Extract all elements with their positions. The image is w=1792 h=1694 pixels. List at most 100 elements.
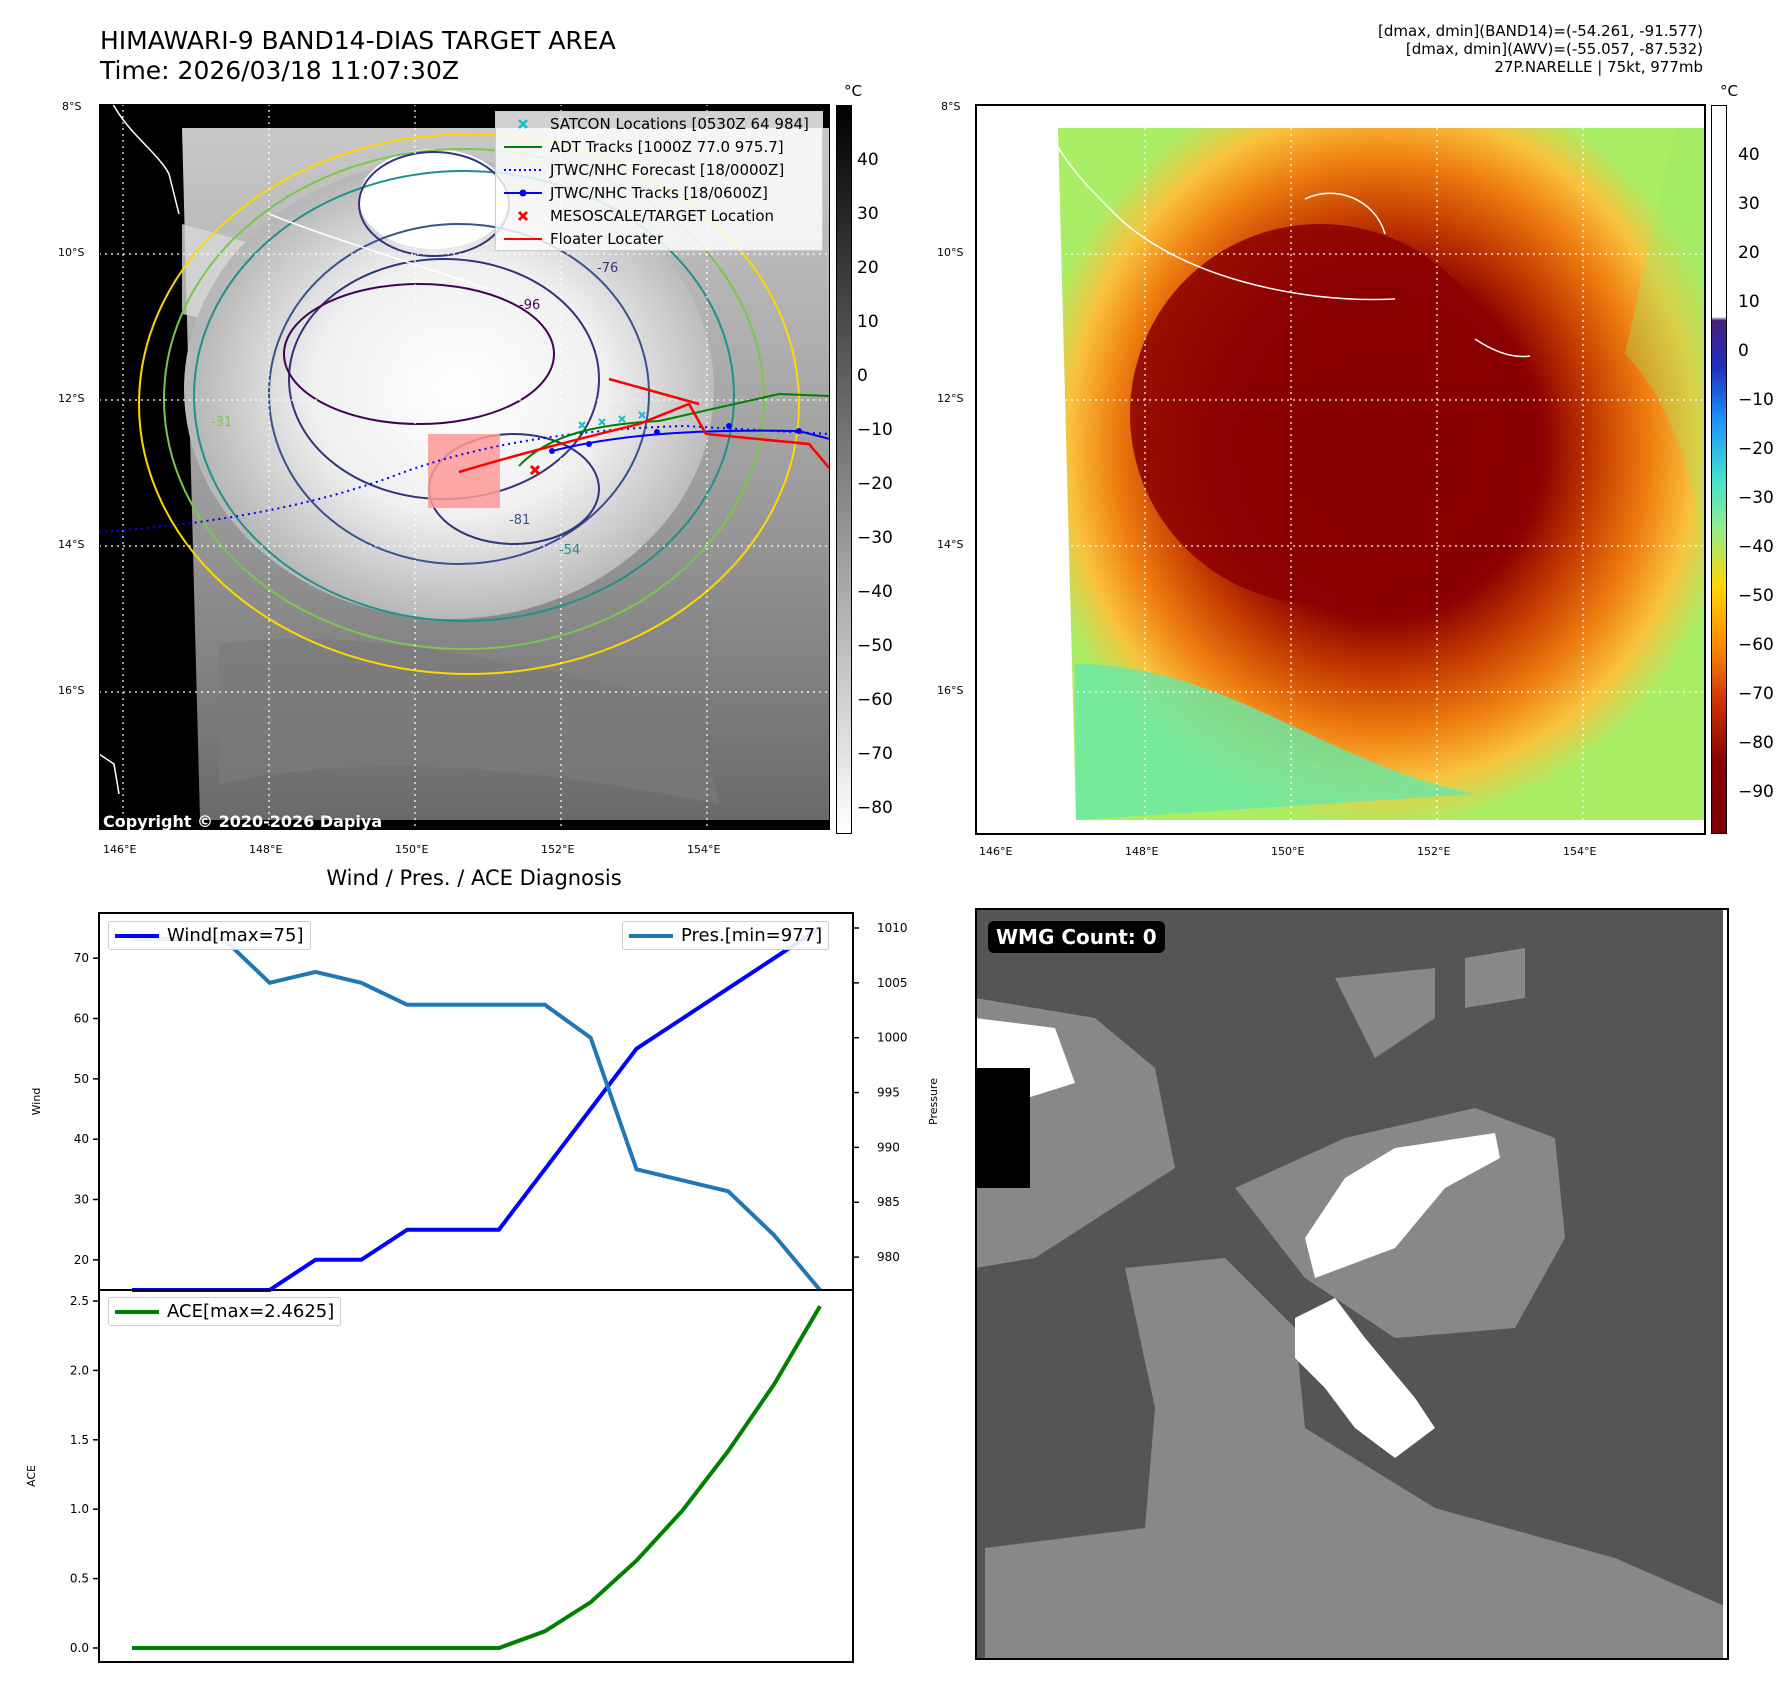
colorbar-tick-label: −90: [1738, 782, 1774, 802]
colorbar-tick-label: −50: [1738, 586, 1774, 606]
lat-label: 12°S: [58, 392, 85, 405]
colorbar-tick-label: −70: [1738, 684, 1774, 704]
ace-tick-label: 2.0: [70, 1363, 89, 1377]
colorbar-tick-label: 0: [857, 366, 868, 386]
colorbar-tick-label: 10: [857, 312, 879, 332]
legend-label: JTWC/NHC Tracks [18/0600Z]: [550, 183, 768, 202]
colorbar-tick-label: 20: [857, 258, 879, 278]
map-legend: SATCON Locations [0530Z 64 984] ADT Trac…: [495, 111, 823, 251]
colorbar-tick-label: 30: [857, 204, 879, 224]
lon-label: 148°E: [249, 843, 283, 856]
lon-label: 150°E: [1271, 845, 1305, 858]
lon-label: 146°E: [979, 845, 1013, 858]
target-location-marker: [529, 464, 541, 476]
colorbar-tick-label: 20: [1738, 243, 1760, 263]
title-line-2: Time: 2026/03/18 11:07:30Z: [100, 56, 459, 85]
colorbar-tick-label: 40: [1738, 145, 1760, 165]
wind-tick-label: 40: [74, 1132, 89, 1146]
colorbar-tick-label: −20: [857, 474, 893, 494]
colorbar-left: [836, 105, 852, 834]
ace-series-line: [132, 1305, 822, 1650]
wind-series-line: [132, 926, 822, 1292]
colorbar-tick-label: 30: [1738, 194, 1760, 214]
legend-label: Floater Locater: [550, 229, 664, 248]
colorbar-tick-label: 40: [857, 150, 879, 170]
lat-label: 10°S: [58, 246, 85, 259]
wind-legend: Wind[max=75]: [108, 921, 311, 950]
wmg-count-badge: WMG Count: 0: [988, 921, 1165, 953]
colorbar-tick-label: −70: [857, 744, 893, 764]
storm-info: [dmax, dmin](BAND14)=(-54.261, -91.577) …: [1378, 22, 1703, 76]
pressure-tick-label: 1010: [877, 921, 908, 935]
pressure-tick-label: 985: [877, 1195, 900, 1209]
colorbar-tick-label: 0: [1738, 341, 1749, 361]
wind-tick-label: 20: [74, 1253, 89, 1267]
cross-marker-icon: [517, 210, 529, 221]
legend-item-forecast: JTWC/NHC Forecast [18/0000Z]: [496, 158, 822, 181]
legend-label: SATCON Locations [0530Z 64 984]: [550, 114, 809, 133]
diagnosis-chart: 20 30 40 50 60 70 980 985 990 995 1000 1005 1010 Wind…: [25, 912, 940, 1663]
lat-label: 14°S: [58, 538, 85, 551]
colorbar-tick-label: −50: [857, 636, 893, 656]
awv-map-panel: [975, 104, 1706, 835]
pressure-legend-line: [629, 933, 673, 938]
colorbar-right: [1711, 105, 1727, 834]
contour-label: -76: [597, 261, 618, 276]
pressure-series-line: [132, 937, 822, 1292]
colorbar-tick-label: −80: [1738, 733, 1774, 753]
line-icon: [504, 237, 542, 240]
wind-legend-label: Wind[max=75]: [167, 925, 304, 946]
contour-label: -81: [509, 513, 530, 528]
info-line-2: [dmax, dmin](AWV)=(-55.057, -87.532): [1405, 40, 1703, 58]
legend-item-target: MESOSCALE/TARGET Location: [496, 204, 822, 227]
wmg-panel: [975, 908, 1729, 1660]
top-plot-frame: [98, 912, 854, 1291]
colorbar-tick-label: −80: [857, 798, 893, 818]
ace-legend: ACE[max=2.4625]: [108, 1297, 342, 1326]
contour-label: -54: [559, 543, 580, 558]
ace-tick-label: 0.5: [70, 1572, 89, 1586]
pressure-tick-label: 990: [877, 1140, 900, 1154]
lon-label: 154°E: [687, 843, 721, 856]
line-dot-icon: [504, 189, 542, 196]
colorbar-tick-label: −40: [857, 582, 893, 602]
lon-label: 150°E: [395, 843, 429, 856]
lat-label: 8°S: [941, 100, 961, 113]
lat-label: 10°S: [937, 246, 964, 259]
wind-axis-label: Wind: [30, 1088, 43, 1116]
lon-label: 148°E: [1125, 845, 1159, 858]
lat-label: 8°S: [62, 100, 82, 113]
legend-item-adt: ADT Tracks [1000Z 77.0 975.7]: [496, 135, 822, 158]
colorbar-tick-label: −30: [857, 528, 893, 548]
ace-legend-label: ACE[max=2.4625]: [167, 1301, 335, 1322]
lat-label: 14°S: [937, 538, 964, 551]
legend-item-satcon: SATCON Locations [0530Z 64 984]: [496, 112, 822, 135]
legend-item-jtwc: JTWC/NHC Tracks [18/0600Z]: [496, 181, 822, 204]
diag-title: Wind / Pres. / ACE Diagnosis: [326, 866, 622, 890]
info-line-3: 27P.NARELLE | 75kt, 977mb: [1494, 58, 1703, 76]
legend-label: JTWC/NHC Forecast [18/0000Z]: [550, 160, 785, 179]
lon-label: 152°E: [541, 843, 575, 856]
pressure-tick-label: 980: [877, 1250, 900, 1264]
wind-tick-label: 60: [74, 1012, 89, 1026]
ace-axis-label: ACE: [25, 1465, 38, 1487]
ace-legend-line: [115, 1309, 159, 1314]
colorbar-tick-label: −60: [857, 690, 893, 710]
pressure-legend: Pres.[min=977]: [622, 921, 830, 950]
copyright: Copyright © 2020-2026 Dapiya: [103, 812, 383, 831]
figure-title: HIMAWARI-9 BAND14-DIAS TARGET AREA Time:…: [100, 26, 616, 86]
lat-label: 16°S: [58, 684, 85, 697]
line-icon: [504, 145, 542, 148]
bottom-plot-frame: [98, 1289, 854, 1663]
legend-label: MESOSCALE/TARGET Location: [550, 206, 775, 225]
colorbar-tick-label: −20: [1738, 439, 1774, 459]
colorbar-unit: °C: [1720, 82, 1738, 100]
info-line-1: [dmax, dmin](BAND14)=(-54.261, -91.577): [1378, 22, 1703, 40]
wind-tick-label: 70: [74, 951, 89, 965]
title-line-1: HIMAWARI-9 BAND14-DIAS TARGET AREA: [100, 26, 616, 55]
wind-tick-label: 30: [74, 1193, 89, 1207]
ace-tick-label: 0.0: [70, 1641, 89, 1655]
colorbar-tick-label: −30: [1738, 488, 1774, 508]
colorbar-tick-label: −60: [1738, 635, 1774, 655]
contour-label: -96: [519, 298, 540, 313]
